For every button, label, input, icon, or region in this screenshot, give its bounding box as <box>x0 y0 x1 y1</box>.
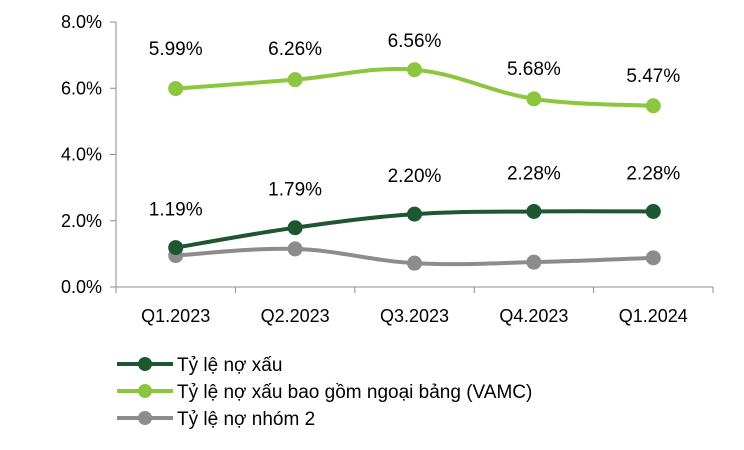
y-tick-label: 6.0% <box>61 78 102 98</box>
data-label: 5.47% <box>626 66 680 87</box>
legend-marker <box>138 384 152 398</box>
data-point <box>287 220 303 236</box>
data-point <box>645 203 661 219</box>
data-point <box>645 250 661 266</box>
y-tick-label: 4.0% <box>61 145 102 165</box>
y-tick-label: 8.0% <box>61 12 102 32</box>
data-label: 6.26% <box>268 39 322 60</box>
data-label: 1.19% <box>149 200 203 221</box>
data-labels: 1.19% 1.79% 2.20% 2.28% 2.28% 5.99% 6.26% 6.56%… <box>149 31 681 221</box>
x-tick-label: Q4.2023 <box>499 306 568 326</box>
data-label: 2.28% <box>626 163 680 184</box>
legend-label: Tỷ lệ nợ xấu <box>177 355 282 376</box>
data-point <box>287 241 303 257</box>
x-tick-label: Q2.2023 <box>261 306 330 326</box>
data-label: 5.99% <box>149 39 203 60</box>
legend-marker <box>138 411 152 425</box>
data-point <box>526 254 542 270</box>
y-tick-label: 2.0% <box>61 211 102 231</box>
series-points <box>168 62 661 271</box>
data-label: 2.28% <box>507 163 561 184</box>
legend-marker <box>138 357 152 371</box>
x-tick-label: Q3.2023 <box>380 306 449 326</box>
data-point <box>645 98 661 114</box>
data-point <box>526 203 542 219</box>
data-point <box>407 62 422 78</box>
data-point <box>407 206 422 222</box>
x-tick-label: Q1.2023 <box>141 306 210 326</box>
data-point <box>407 255 422 271</box>
data-point <box>168 81 184 97</box>
data-label: 2.20% <box>388 166 442 187</box>
x-tick-label: Q1.2024 <box>619 306 688 326</box>
y-tick-label: 0.0% <box>61 277 102 297</box>
data-label: 6.56% <box>388 31 442 52</box>
axes: 0.0% 2.0% 4.0% 6.0% 8.0% Q1.2023 Q2.2023 Q3.202… <box>61 12 714 326</box>
data-label: 5.68% <box>507 59 561 80</box>
data-label: 1.79% <box>268 180 322 201</box>
data-point <box>526 91 542 107</box>
legend-label: Tỷ lệ nợ nhóm 2 <box>177 409 315 430</box>
data-point <box>287 72 303 88</box>
data-point <box>168 240 184 256</box>
legend: Tỷ lệ nợ xấu Tỷ lệ nợ xấu bao gồm ngoại b… <box>117 355 532 430</box>
legend-label: Tỷ lệ nợ xấu bao gồm ngoại bảng (VAMC) <box>177 382 532 403</box>
